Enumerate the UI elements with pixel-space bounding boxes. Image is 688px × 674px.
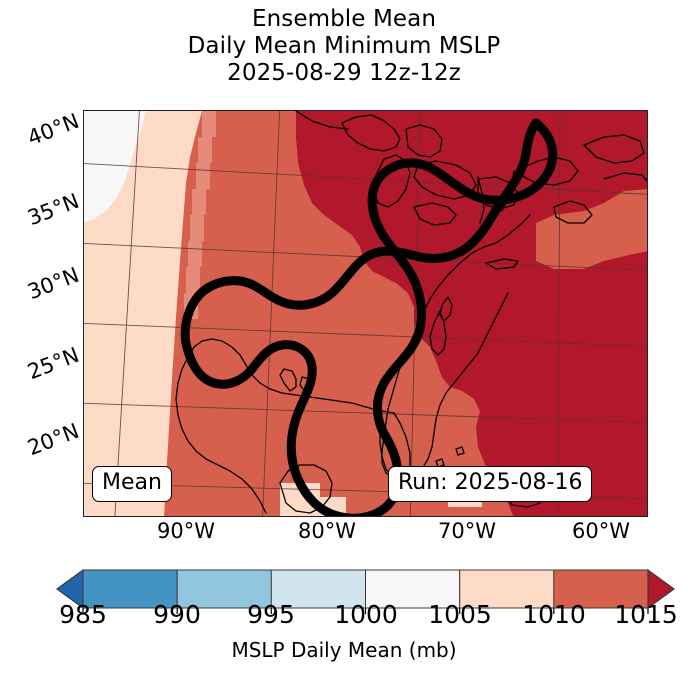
colorbar-swatches — [55, 568, 676, 614]
mean-label-text: Mean — [102, 470, 162, 495]
title-line-3: 2025-08-29 12z-12z — [227, 60, 461, 86]
lat-tick-label-25N: 25°N — [24, 342, 83, 385]
colorbar-tick-label-1015: 1015 — [614, 600, 678, 629]
colorbar-band-990-995 — [176, 569, 272, 609]
lon-tick-label-90W: 90°W — [157, 519, 215, 543]
title-line-2: Daily Mean Minimum MSLP — [187, 33, 501, 59]
colorbar-tick-label-990: 990 — [153, 600, 201, 629]
mslp-contour-1010 — [180, 118, 558, 516]
lat-tick-label-35N: 35°N — [24, 188, 83, 231]
colorbar-band-985-990 — [82, 569, 178, 609]
page-title: Ensemble Mean Daily Mean Minimum MSLP 20… — [0, 6, 688, 87]
colorbar-band-995-1000 — [270, 569, 366, 609]
colorbar-ticks — [82, 608, 649, 614]
map-plot-area[interactable] — [83, 110, 648, 517]
colorbar-tick-label-1005: 1005 — [428, 600, 492, 629]
lat-tick-label-30N: 30°N — [24, 262, 83, 305]
colorbar-axis-label: MSLP Daily Mean (mb) — [231, 638, 457, 662]
lon-tick-label-60W: 60°W — [572, 519, 630, 543]
fill-step-edges — [184, 111, 216, 319]
colorbar-tick-label-995: 995 — [247, 600, 295, 629]
colorbar-over-arrow — [647, 568, 676, 610]
run-label-text: Run: 2025-08-16 — [398, 470, 583, 495]
colorbar-tick-label-1000: 1000 — [334, 600, 398, 629]
fill-band-1005-1010 — [84, 111, 202, 516]
graticule-lines — [84, 111, 647, 516]
title-line-1: Ensemble Mean — [251, 6, 437, 32]
fill-band-1000-1005 — [84, 111, 146, 223]
run-label-box: Run: 2025-08-16 — [388, 466, 593, 502]
fill-band-over-1015-great-lakes — [296, 111, 384, 173]
colorbar-band-1005-1010 — [459, 569, 555, 609]
colorbar — [0, 562, 688, 674]
lat-tick-label-40N: 40°N — [24, 108, 83, 151]
lat-tick-label-20N: 20°N — [24, 418, 83, 461]
lon-tick-label-70W: 70°W — [438, 519, 496, 543]
lon-tick-label-80W: 80°W — [298, 519, 356, 543]
colorbar-band-1000-1005 — [365, 569, 461, 609]
mean-label-box: Mean — [92, 466, 172, 502]
colorbar-tick-label-1010: 1010 — [522, 600, 586, 629]
filled-contour-layer — [84, 111, 647, 516]
colorbar-tick-label-985: 985 — [59, 600, 107, 629]
mslp-field-map — [84, 111, 647, 516]
